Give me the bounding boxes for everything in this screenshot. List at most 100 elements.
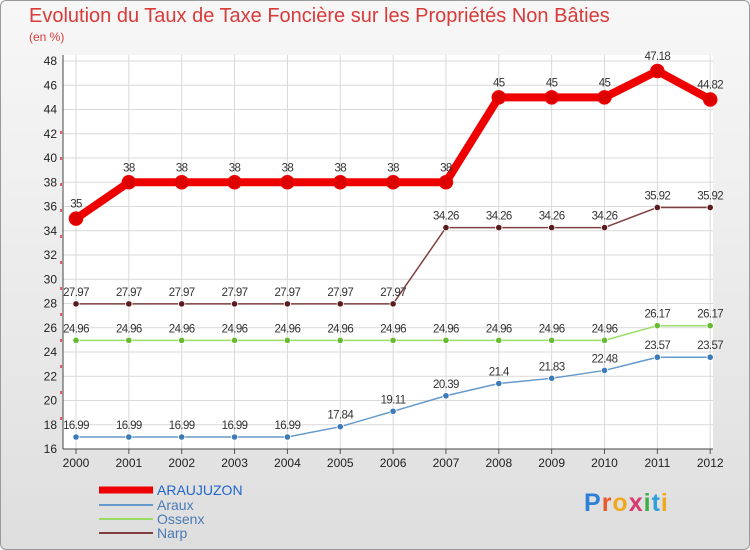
data-label-araux: 17.84 <box>327 410 354 422</box>
y-tick-label: 36 <box>44 200 58 214</box>
legend-label-araujuzon: ARAUJUZON <box>157 482 243 498</box>
data-label-araujuzon: 45 <box>493 77 505 89</box>
data-label-araujuzon: 47.18 <box>644 51 670 63</box>
data-point-narp <box>283 300 291 308</box>
data-label-ossenx: 24.96 <box>222 323 248 335</box>
x-tick-label: 2007 <box>433 456 460 470</box>
data-label-ossenx: 26.17 <box>697 309 723 321</box>
proxiti-logo: Proxiti <box>584 489 669 518</box>
y-tick-label: 42 <box>44 127 58 141</box>
data-label-araujuzon: 35 <box>70 199 82 211</box>
data-point-araux <box>178 433 186 441</box>
data-point-araujuzon <box>650 63 665 79</box>
x-tick-label: 2002 <box>168 456 195 470</box>
x-tick-label: 2001 <box>115 456 142 470</box>
data-point-narp <box>336 300 344 308</box>
plot-area <box>63 55 713 449</box>
x-tick-label: 2011 <box>644 456 670 470</box>
data-point-araux <box>389 407 397 415</box>
data-label-araujuzon: 45 <box>599 77 611 89</box>
data-label-ossenx: 26.17 <box>644 309 670 321</box>
data-label-narp: 27.97 <box>222 287 248 299</box>
data-label-narp: 27.97 <box>327 287 353 299</box>
data-point-ossenx <box>125 336 133 344</box>
y-tick-label: 34 <box>44 224 58 238</box>
data-point-ossenx <box>548 336 556 344</box>
data-point-araujuzon <box>438 175 454 190</box>
data-label-araujuzon: 38 <box>440 162 452 174</box>
data-point-araujuzon <box>280 175 295 190</box>
data-label-narp: 27.97 <box>380 287 406 299</box>
x-tick-label: 2000 <box>63 456 90 470</box>
logo-letter: i <box>660 489 669 517</box>
y-tick-label: 18 <box>44 418 58 432</box>
data-point-araujuzon <box>491 90 507 105</box>
data-point-araujuzon <box>385 175 401 190</box>
data-point-araujuzon <box>544 90 559 105</box>
data-label-ossenx: 24.96 <box>433 323 459 335</box>
data-label-araujuzon: 38 <box>387 162 399 174</box>
data-point-ossenx <box>600 336 609 344</box>
data-label-araux: 16.99 <box>116 420 142 432</box>
data-label-araux: 16.99 <box>275 420 301 432</box>
data-point-araux <box>72 433 80 441</box>
data-label-araujuzon: 38 <box>334 162 346 174</box>
y-tick-label: 30 <box>44 272 58 286</box>
data-point-ossenx <box>706 322 714 330</box>
data-label-araux: 23.57 <box>644 340 670 352</box>
x-tick-label: 2008 <box>485 456 512 470</box>
data-point-narp <box>706 203 714 212</box>
y-tick-label: 44 <box>44 103 58 117</box>
y-tick-label: 28 <box>44 297 58 311</box>
data-label-ossenx: 24.96 <box>169 323 195 335</box>
y-tick-label: 40 <box>44 151 58 165</box>
data-point-araux <box>125 433 133 441</box>
data-point-araux <box>336 423 344 431</box>
logo-letter: t <box>651 489 661 517</box>
data-point-araujuzon <box>333 175 348 190</box>
logo-letter: o <box>612 489 629 517</box>
data-point-ossenx <box>653 322 661 330</box>
data-point-araux <box>230 433 239 441</box>
data-point-ossenx <box>389 336 397 344</box>
data-label-araujuzon: 38 <box>229 162 241 174</box>
data-point-araujuzon <box>227 175 242 190</box>
y-tick-label: 26 <box>44 321 58 335</box>
data-label-araux: 20.39 <box>433 379 459 391</box>
data-label-narp: 35.92 <box>697 190 723 202</box>
data-label-ossenx: 24.96 <box>275 323 301 335</box>
data-label-ossenx: 24.96 <box>380 323 406 335</box>
data-label-araux: 23.57 <box>697 340 723 352</box>
data-label-araux: 19.11 <box>381 394 406 406</box>
chart-title: Evolution du Taux de Taxe Foncière sur l… <box>29 5 610 27</box>
y-tick-label: 22 <box>44 369 58 383</box>
data-point-araux <box>283 433 291 441</box>
legend-label-ossenx: Ossenx <box>157 511 204 527</box>
data-label-narp: 34.26 <box>486 211 512 223</box>
data-point-araujuzon <box>68 211 84 226</box>
data-point-araux <box>706 353 714 361</box>
data-label-araux: 21.83 <box>539 361 565 373</box>
y-tick-label: 38 <box>44 175 58 189</box>
x-tick-label: 2004 <box>274 456 301 470</box>
y-tick-label: 16 <box>44 442 58 456</box>
data-label-araux: 16.99 <box>222 420 248 432</box>
data-label-araux: 16.99 <box>169 420 195 432</box>
data-label-araujuzon: 45 <box>546 77 558 89</box>
data-label-narp: 34.26 <box>592 211 618 223</box>
data-point-narp <box>653 203 661 212</box>
data-point-araux <box>495 379 503 388</box>
data-point-araux <box>600 366 609 375</box>
data-point-araux <box>548 374 556 382</box>
data-point-narp <box>178 300 186 308</box>
x-tick-label: 2012 <box>697 456 724 470</box>
data-label-ossenx: 24.96 <box>116 323 142 335</box>
data-label-narp: 27.97 <box>275 287 301 299</box>
y-tick-label: 46 <box>44 78 58 92</box>
data-point-narp <box>125 300 133 308</box>
data-point-araux <box>442 392 450 400</box>
data-point-araujuzon <box>702 92 718 107</box>
data-point-ossenx <box>336 336 344 344</box>
